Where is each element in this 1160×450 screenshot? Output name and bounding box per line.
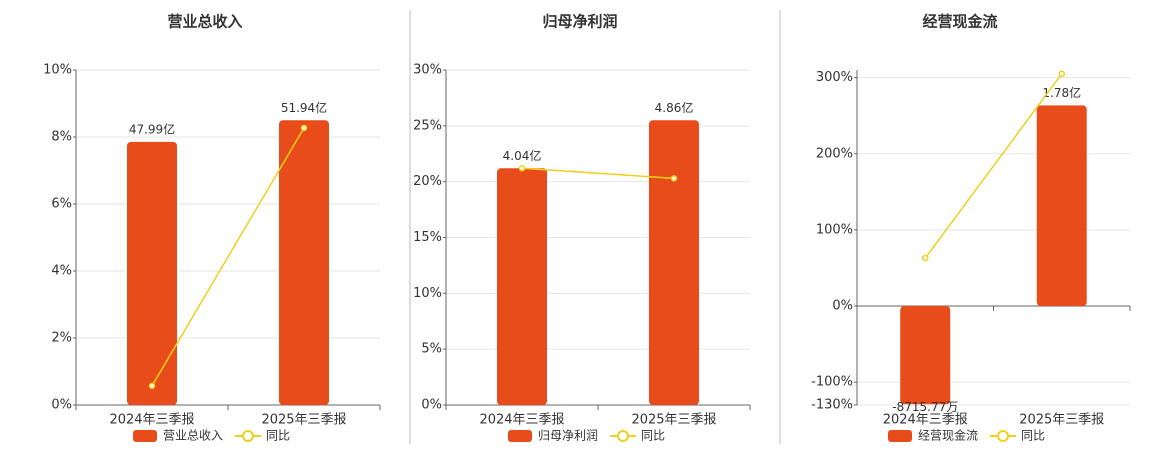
x-tick-label: 2025年三季报 — [1019, 413, 1104, 428]
chart-title: 经营现金流 — [922, 13, 997, 31]
legend-swatch — [508, 430, 532, 442]
bar — [900, 306, 951, 405]
line — [924, 73, 1063, 259]
value-label: 1.78亿 — [1042, 85, 1081, 100]
line-point — [300, 124, 308, 132]
y-tick-label: 6% — [51, 197, 72, 212]
line-point — [518, 165, 526, 172]
x-tick-label: 2025年三季报 — [261, 413, 346, 428]
legend-label: 同比 — [641, 429, 665, 443]
legend-label: 归母净利润 — [538, 429, 598, 443]
value-label: 47.99亿 — [129, 121, 175, 136]
y-tick-label: 4% — [51, 264, 72, 279]
y-tick-label: 300% — [816, 70, 853, 85]
line-point — [1058, 70, 1065, 78]
y-tick-label: 5% — [421, 342, 442, 357]
y-tick-label: 10% — [43, 63, 72, 78]
y-tick-label: -100% — [811, 375, 853, 390]
legend-label: 经营现金流 — [918, 428, 978, 443]
y-tick-label: 15% — [413, 230, 442, 245]
x-tick-label: 2024年三季报 — [883, 413, 968, 428]
value-label: -8715.77万 — [892, 400, 958, 414]
legend-label: 营业总收入 — [163, 429, 223, 443]
line — [521, 167, 675, 180]
bar — [279, 120, 329, 405]
legend-swatch — [997, 430, 1009, 442]
chart-title: 归母净利润 — [542, 13, 617, 31]
bar — [497, 168, 547, 405]
legend-label: 同比 — [266, 429, 290, 443]
y-tick-label: 100% — [816, 222, 853, 237]
y-tick-label: 8% — [51, 130, 72, 145]
legend-swatch — [242, 430, 254, 442]
value-label: 51.94亿 — [281, 100, 327, 115]
y-tick-label: 30% — [413, 63, 442, 78]
bar — [1036, 105, 1087, 307]
value-label: 4.04亿 — [503, 148, 542, 163]
y-tick-label: -130% — [811, 398, 853, 413]
legend-swatch — [617, 430, 629, 442]
y-tick-label: 25% — [413, 118, 442, 133]
y-tick-label: 0% — [51, 398, 72, 413]
legend-swatch — [133, 430, 157, 442]
line-point — [922, 254, 929, 262]
x-tick-label: 2025年三季报 — [631, 413, 716, 428]
line-point — [148, 382, 156, 390]
x-tick-label: 2024年三季报 — [479, 413, 564, 428]
bar — [649, 120, 699, 405]
y-tick-label: 2% — [51, 331, 72, 346]
line — [151, 127, 305, 387]
chart-title: 营业总收入 — [167, 13, 242, 31]
legend-swatch — [888, 430, 912, 442]
y-tick-label: 20% — [413, 174, 442, 189]
bar — [127, 141, 177, 405]
value-label: 4.86亿 — [655, 100, 694, 115]
line-point — [670, 175, 678, 182]
y-tick-label: 200% — [816, 146, 853, 161]
y-tick-label: 10% — [413, 286, 442, 301]
x-tick-label: 2024年三季报 — [109, 413, 194, 428]
y-tick-label: 0% — [421, 398, 442, 413]
legend-label: 同比 — [1021, 429, 1045, 443]
y-tick-label: 0% — [832, 299, 853, 314]
